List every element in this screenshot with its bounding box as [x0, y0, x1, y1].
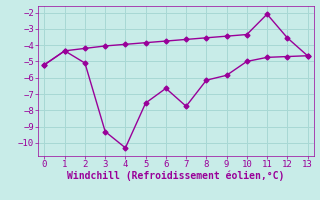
- X-axis label: Windchill (Refroidissement éolien,°C): Windchill (Refroidissement éolien,°C): [67, 171, 285, 181]
